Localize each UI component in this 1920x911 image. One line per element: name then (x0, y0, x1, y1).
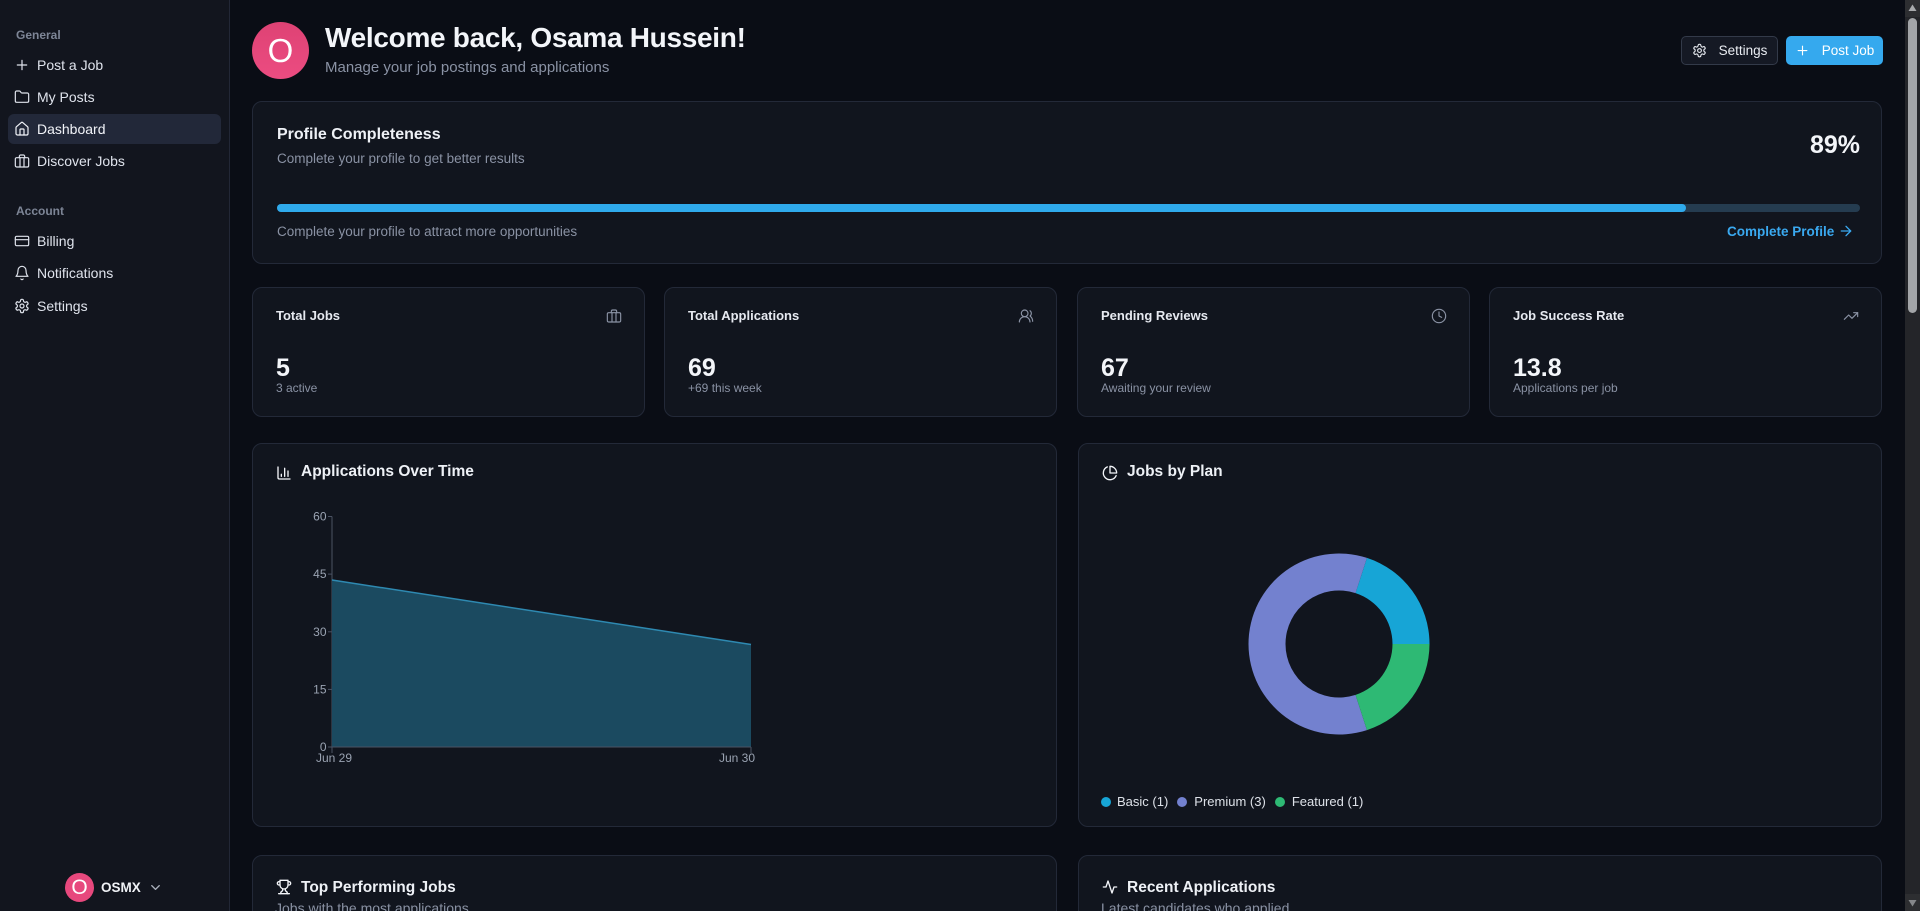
svg-text:15: 15 (313, 682, 327, 696)
svg-text:Jun 30: Jun 30 (719, 751, 755, 765)
svg-text:45: 45 (313, 567, 327, 581)
svg-text:0: 0 (320, 740, 327, 754)
svg-text:30: 30 (313, 625, 327, 639)
svg-text:60: 60 (313, 510, 327, 524)
svg-text:Jun 29: Jun 29 (316, 751, 352, 765)
